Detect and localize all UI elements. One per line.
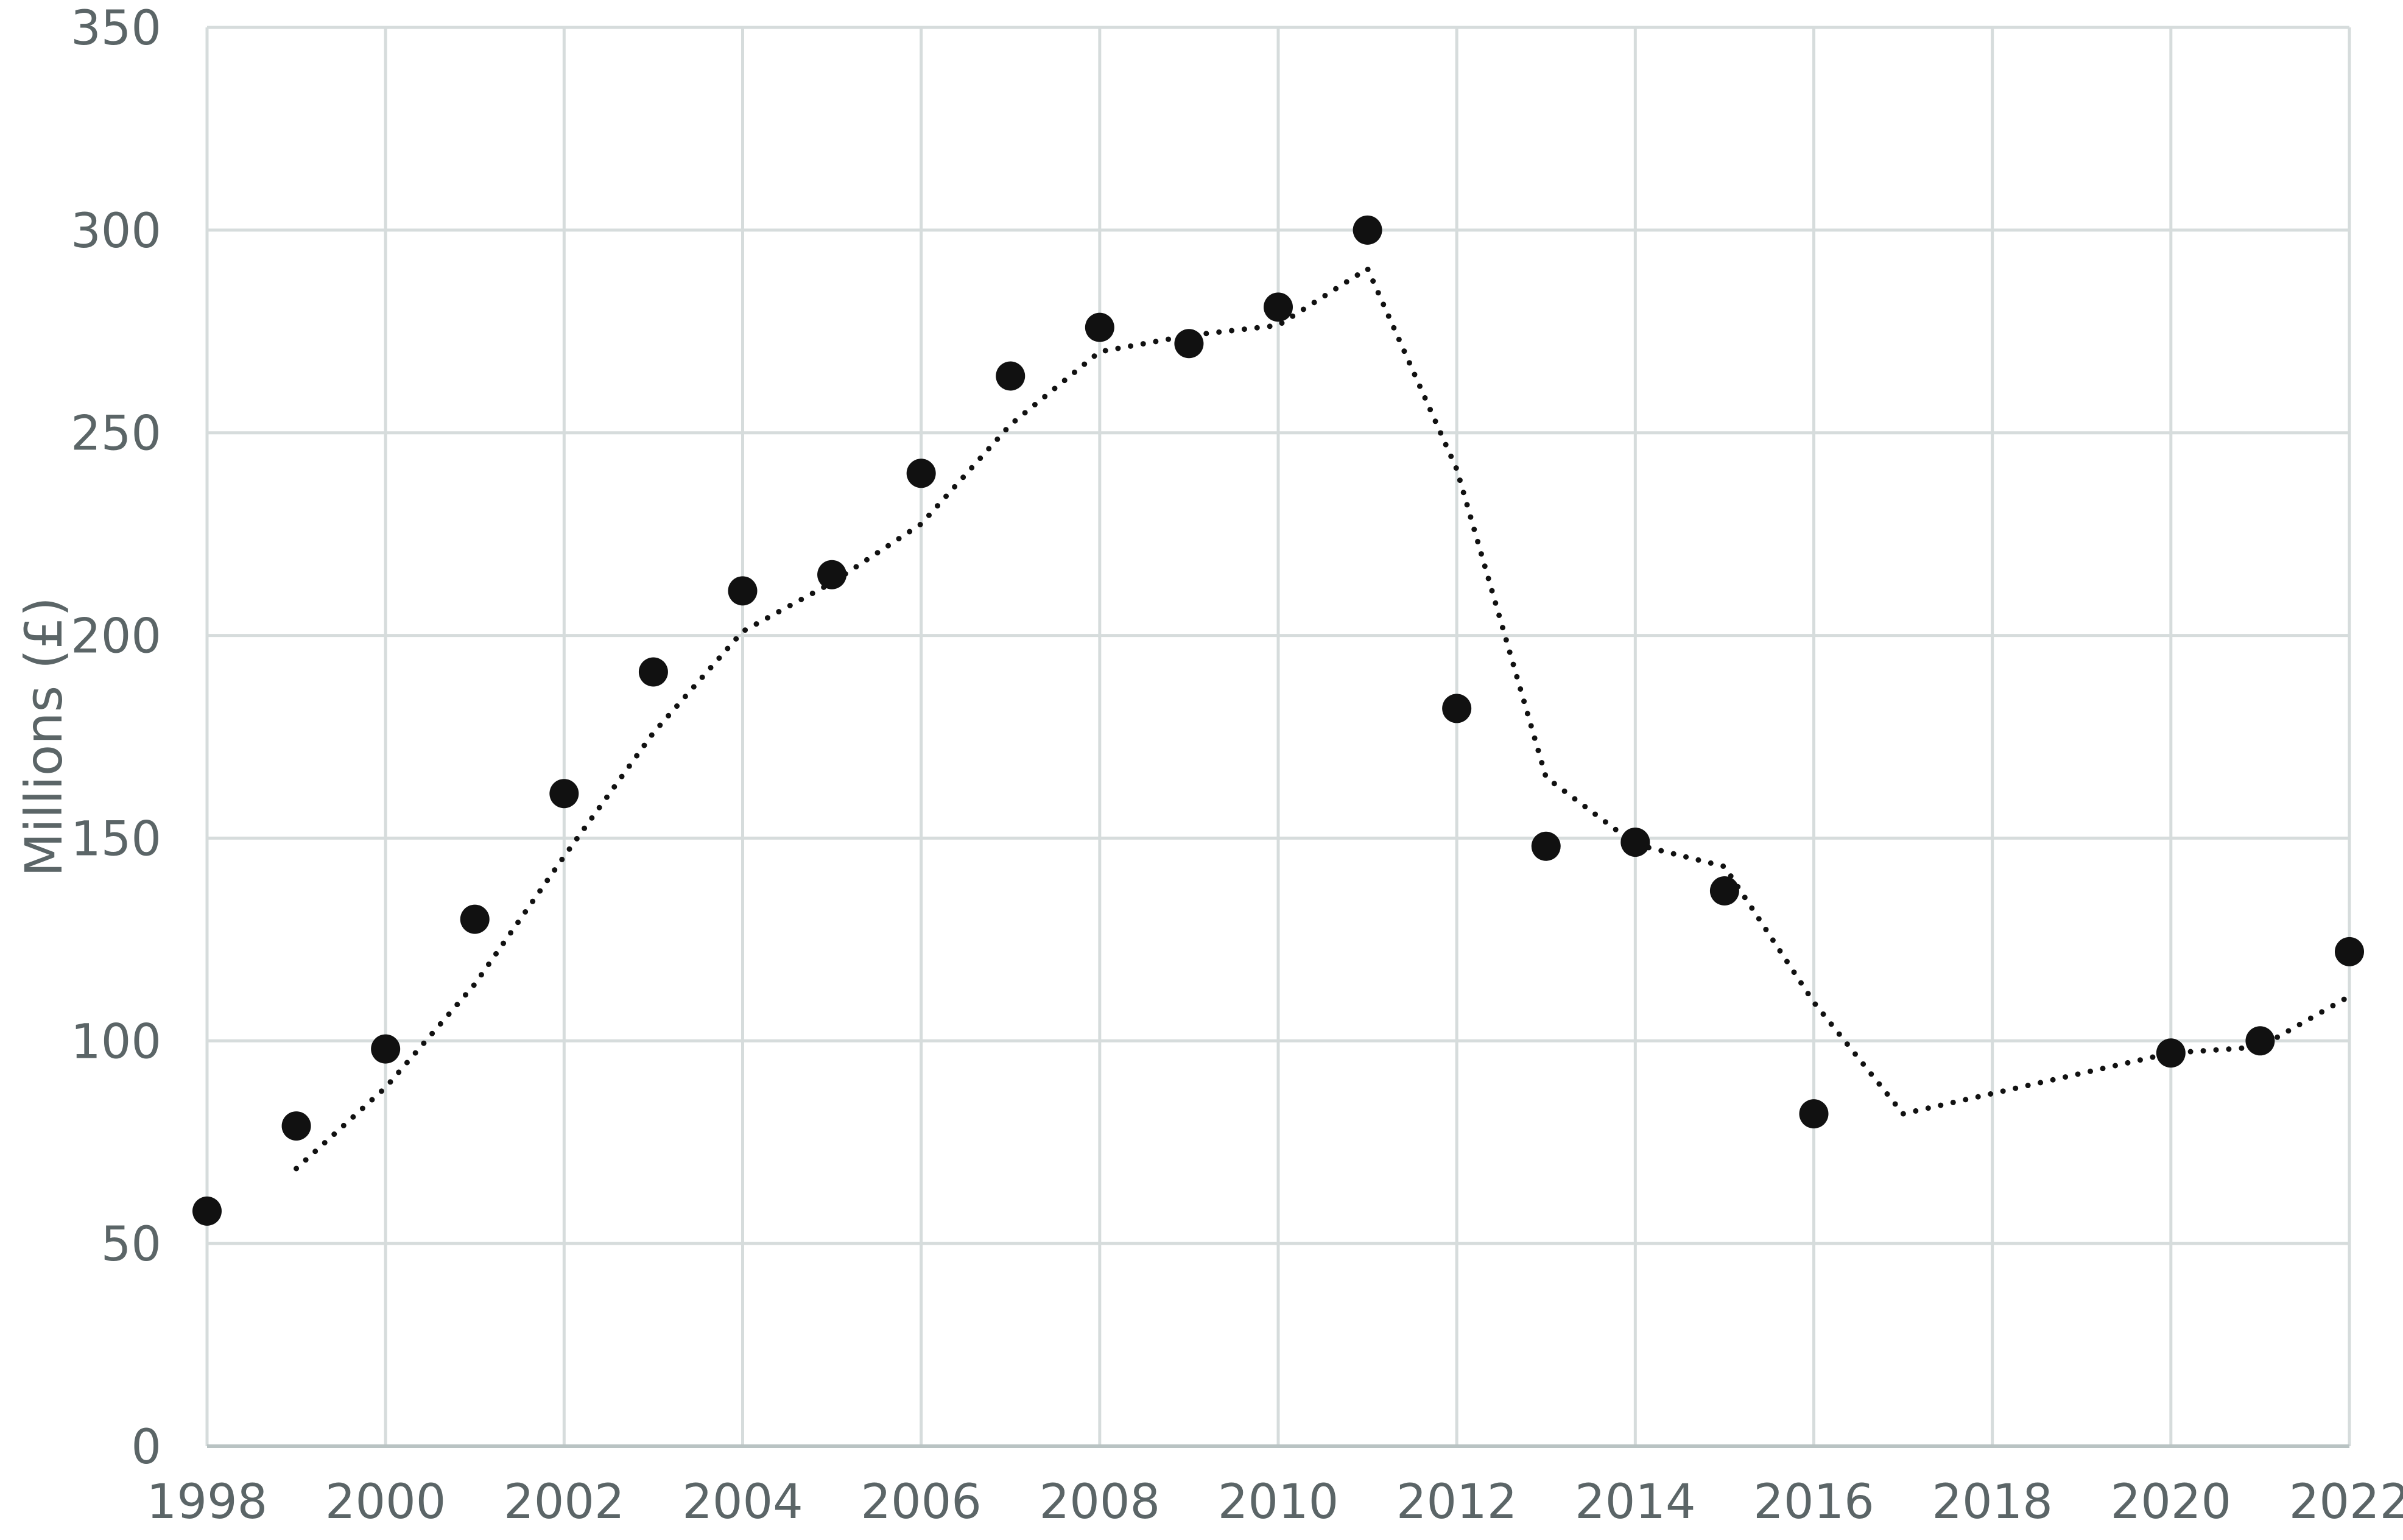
x-tick-label: 2022 [2289,1475,2403,1530]
y-tick-label: 350 [71,1,161,56]
y-axis-title: Millions (£) [14,597,74,877]
x-tick-label: 2018 [1932,1475,2053,1530]
x-tick-label: 2008 [1040,1475,1161,1530]
x-tick-label: 2014 [1575,1475,1696,1530]
y-tick-label: 300 [71,204,161,259]
data-point-2002 [549,779,579,809]
y-tick-label: 200 [71,610,161,664]
x-tick-label: 2020 [2111,1475,2232,1530]
x-tick-label: 2004 [682,1475,803,1530]
data-point-2014 [1620,828,1650,857]
data-point-2012 [1442,694,1472,723]
data-point-2001 [460,904,490,934]
data-points [192,215,2364,1226]
y-tick-label: 250 [71,407,161,462]
data-point-2008 [1085,312,1114,342]
trend-line [294,265,2352,1172]
data-point-2021 [2245,1026,2275,1056]
x-tick-label: 2016 [1753,1475,1874,1530]
data-point-2005 [817,560,847,589]
data-point-1998 [192,1196,222,1226]
data-point-2009 [1174,329,1204,359]
y-tick-label: 0 [131,1420,161,1475]
data-point-2016 [1799,1099,1829,1129]
data-point-2011 [1353,215,1382,245]
data-point-2000 [371,1034,401,1064]
data-point-2004 [728,576,758,606]
x-tick-label: 1998 [147,1475,268,1530]
data-point-2010 [1264,292,1293,322]
data-point-2015 [1709,876,1739,905]
data-point-2020 [2156,1038,2186,1068]
x-tick-label: 2012 [1396,1475,1518,1530]
y-tick-label: 50 [101,1217,161,1272]
x-tick-label: 2010 [1218,1475,1339,1530]
horizontal-gridlines [207,26,2349,1245]
y-tick-labels: 0 50 100 150 200 250 300 350 [71,1,161,1475]
data-point-2006 [906,459,936,488]
x-tick-label: 2002 [504,1475,625,1530]
vertical-gridlines [205,27,2351,1446]
y-tick-label: 100 [71,1014,161,1069]
data-point-2022 [2335,937,2364,966]
data-point-2013 [1531,831,1561,861]
data-point-1999 [281,1111,311,1141]
data-point-2007 [996,361,1026,391]
data-point-2003 [638,657,668,687]
x-tick-labels: 1998 2000 2002 2004 2006 2008 2010 2012 2014 2016… [147,1475,2403,1530]
y-tick-label: 150 [71,812,161,867]
x-tick-label: 2006 [860,1475,982,1530]
x-tick-label: 2000 [325,1475,446,1530]
